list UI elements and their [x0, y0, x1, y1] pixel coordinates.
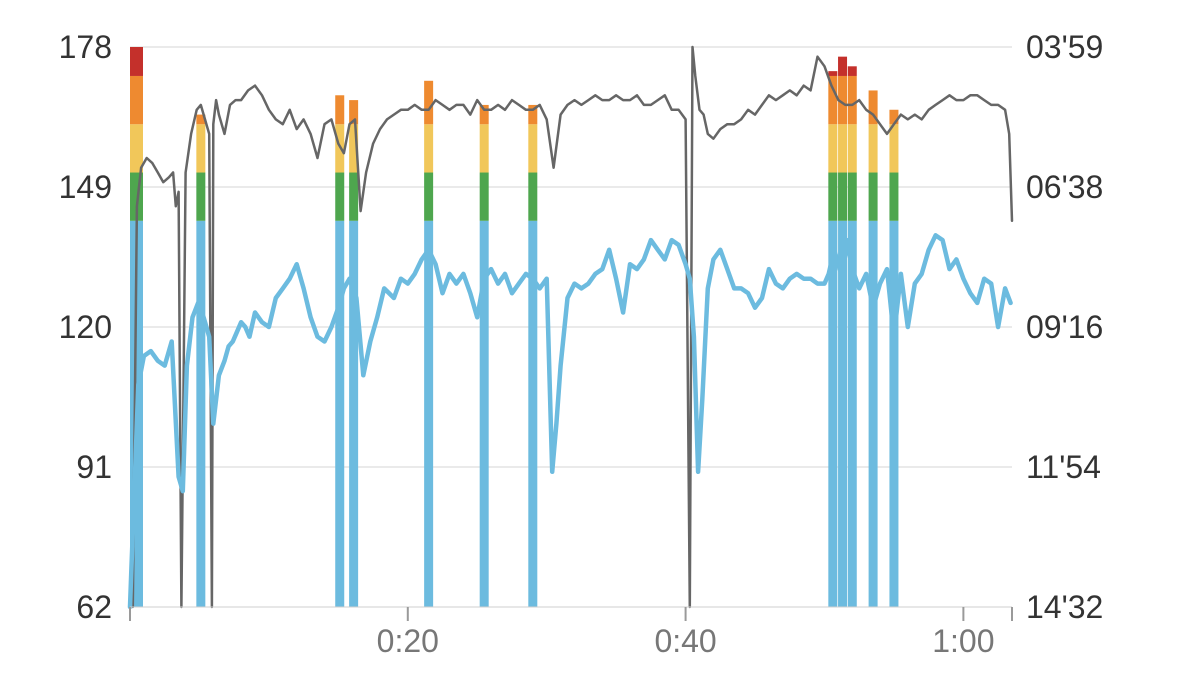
zone-bar-segment	[889, 109, 899, 125]
zone-bar-segment	[868, 124, 878, 173]
zone-bar-segment	[424, 220, 434, 608]
zone-bar-segment	[196, 124, 206, 173]
zone-bar-segment	[349, 124, 359, 173]
zone-bar-segment	[868, 172, 878, 221]
y-left-tick-label: 91	[76, 449, 112, 485]
zone-bar-segment	[528, 172, 538, 221]
zone-bar-segment	[889, 172, 899, 221]
zone-bar-segment	[349, 220, 359, 608]
zone-bar-segment	[828, 71, 838, 76]
y-right-tick-label: 06'38	[1026, 169, 1103, 205]
zone-bar-segment	[196, 172, 206, 221]
zone-bar-segment	[130, 75, 143, 125]
tick-labels: 62 14'32 91 11'54 120 09'16 149 06'38 178 03'59 0:…	[59, 29, 1104, 659]
zone-bar-segment	[847, 124, 857, 173]
zone-bar-segment	[196, 220, 206, 608]
zone-bar-segment	[838, 172, 848, 221]
zone-bar-segment	[349, 100, 359, 125]
y-right-tick-label: 09'16	[1026, 309, 1103, 345]
zone-bar-segment	[828, 124, 838, 173]
zone-bar-segment	[335, 95, 345, 125]
zone-bar-segment	[528, 220, 538, 608]
zone-bar-segment	[528, 124, 538, 173]
y-right-tick-label: 11'54	[1026, 449, 1101, 485]
x-tick-label: 1:00	[932, 623, 994, 659]
zone-bar-segment	[847, 75, 857, 125]
pace-line	[131, 45, 1014, 609]
zone-bar-segment	[335, 220, 345, 608]
y-left-tick-label: 149	[59, 169, 112, 205]
zone-bar-segment	[130, 47, 143, 76]
series-layer	[127, 45, 1014, 610]
zone-bar-segment	[868, 90, 878, 125]
zone-bar-segment	[828, 172, 838, 221]
y-right-tick-label: 03'59	[1026, 29, 1103, 65]
zone-bar-segment	[196, 114, 206, 125]
zone-bar-segment	[828, 75, 838, 125]
zone-bar-segment	[828, 220, 838, 608]
x-tick-label: 0:40	[654, 623, 716, 659]
zone-bar-segment	[868, 220, 878, 608]
y-left-tick-label: 120	[59, 309, 112, 345]
grid-lines	[130, 46, 1012, 468]
zone-bar-segment	[838, 220, 848, 608]
zone-bar-segment	[424, 172, 434, 221]
zone-bar-segment	[479, 172, 489, 221]
zone-bar-segment	[130, 124, 143, 173]
zone-bar-segment	[838, 75, 848, 125]
heart-rate-line	[127, 233, 1013, 610]
zone-bar-segment	[349, 172, 359, 221]
y-left-tick-label: 178	[59, 29, 112, 65]
zone-bar-segment	[847, 172, 857, 221]
zone-bar-segment	[424, 124, 434, 173]
zone-bar-segment	[847, 66, 857, 76]
zone-bar-segment	[528, 104, 538, 125]
zone-bar-segment	[889, 124, 899, 173]
zone-bar-segment	[838, 124, 848, 173]
zone-bar-segment	[479, 220, 489, 608]
y-right-tick-label: 14'32	[1026, 589, 1103, 625]
y-left-tick-label: 62	[76, 589, 112, 625]
zone-bar-segment	[479, 104, 489, 125]
zone-bar-segment	[479, 124, 489, 173]
zone-bar-segment	[847, 220, 857, 608]
x-tick-label: 0:20	[377, 623, 439, 659]
x-axis	[129, 606, 1013, 621]
zone-bar-segment	[889, 220, 899, 608]
zone-bar-segment	[335, 172, 345, 221]
zone-bar-segment	[424, 80, 434, 125]
zone-bar-segment	[838, 56, 848, 76]
